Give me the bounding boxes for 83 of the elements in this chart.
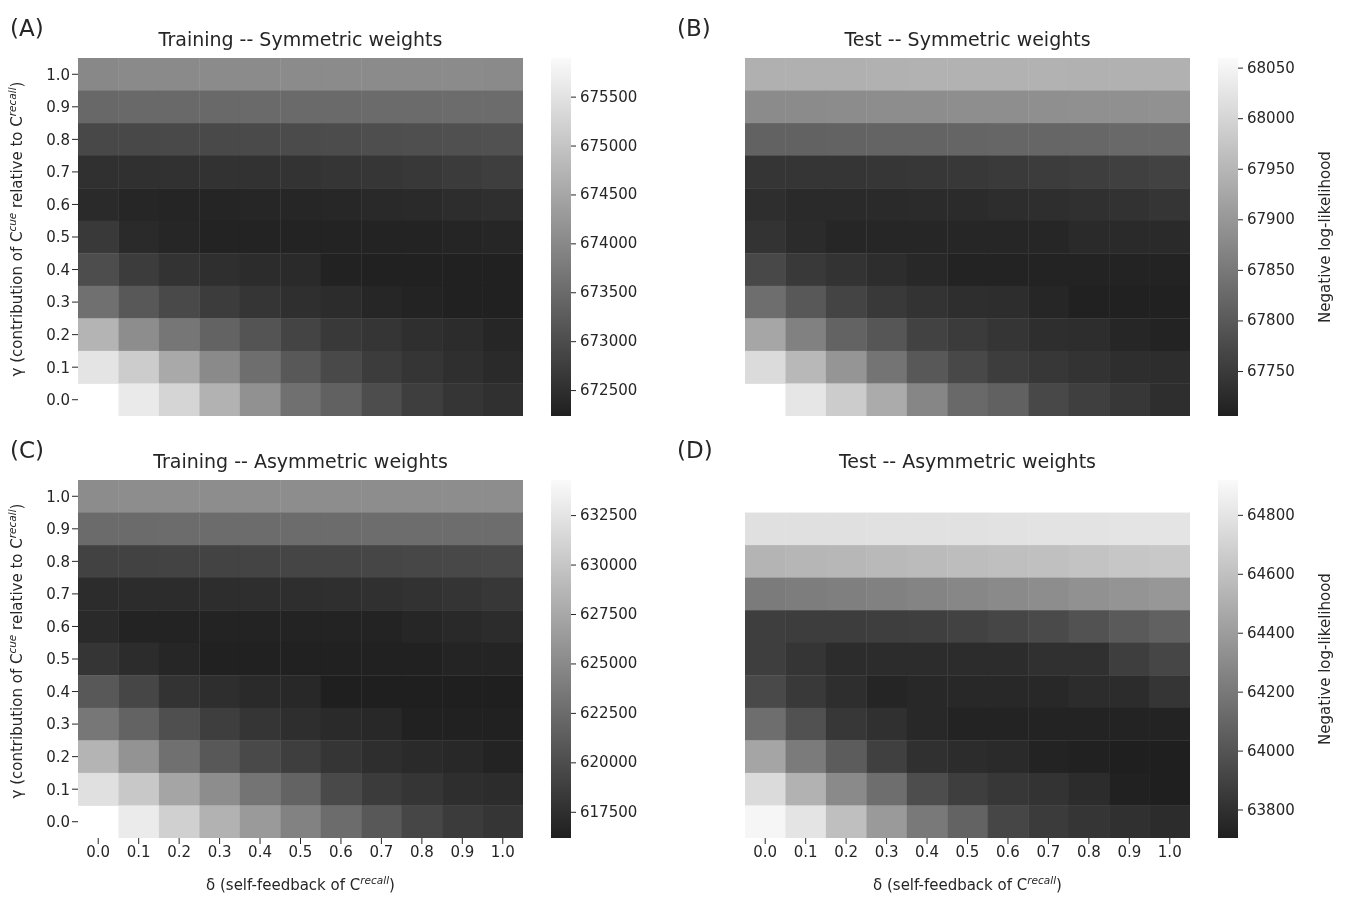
x-tick-label: 0.5 (288, 842, 313, 861)
color-bar-label: 64800 (1247, 505, 1295, 524)
y-tick-label: 0.3 (46, 293, 70, 312)
x-tick-label: 0.0 (753, 842, 778, 861)
color-bar-label: 67750 (1247, 362, 1295, 380)
chart-title: Training -- Asymmetric weights (152, 450, 448, 472)
x-tick-label: 0.4 (915, 842, 939, 861)
color-bar-label: 632500 (580, 506, 638, 525)
y-tick-label: 0.4 (46, 260, 70, 279)
y-tick-label: 0.0 (46, 391, 70, 410)
color-bar-label: 67950 (1247, 159, 1295, 178)
y-tick-label: 0.3 (46, 715, 70, 734)
y-tick-label: 0.8 (46, 552, 70, 571)
y-tick-label: 0.6 (46, 617, 70, 636)
y-tick-label: 0.4 (46, 682, 70, 701)
color-bar-label: 67850 (1247, 260, 1295, 279)
y-tick-label: 0.2 (46, 747, 70, 766)
x-tick-label: 0.8 (409, 842, 434, 861)
text: (B) (677, 15, 711, 41)
x-tick-label: 0.7 (369, 842, 394, 861)
chart-title: Test -- Asymmetric weights (837, 450, 1097, 472)
x-tick-label: 0.1 (793, 842, 818, 861)
y-tick-label: 0.2 (46, 325, 70, 344)
x-tick-label: 0.8 (1076, 842, 1101, 861)
x-tick-label: 0.6 (996, 842, 1020, 861)
color-bar-label: 672500 (580, 381, 638, 400)
chart-title: Training -- Symmetric weights (157, 28, 443, 50)
x-tick-label: 0.9 (450, 842, 475, 861)
color-bar-label: 64400 (1247, 623, 1295, 642)
x-tick-label: 0.0 (86, 842, 111, 861)
y-tick-label: 0.7 (46, 163, 70, 182)
color-bar-label: 674500 (580, 185, 638, 204)
text: (A) (10, 15, 44, 41)
text: (D) (677, 437, 713, 463)
y-tick-label: 0.1 (46, 780, 70, 799)
color-bar-label: 67900 (1247, 210, 1295, 229)
color-bar-title: Negative log-likelihood (1316, 573, 1334, 745)
color-bar-label: 68000 (1247, 109, 1295, 128)
color-bar-label: 620000 (580, 753, 638, 772)
x-axis-title: δ (self-feedback of C$^{recall}$) (206, 874, 395, 894)
color-bar-label: 674000 (580, 234, 638, 253)
color-bar-label: 67800 (1247, 311, 1295, 330)
x-tick-label: 1.0 (1157, 842, 1182, 861)
color-bar-title: Negative log-likelihood (1316, 151, 1334, 323)
color-bar-label: 68050 (1247, 58, 1295, 77)
x-tick-label: 0.4 (248, 842, 272, 861)
y-tick-label: 0.5 (46, 650, 70, 669)
color-bar-label: 673500 (580, 283, 638, 302)
y-tick-label: 0.5 (46, 228, 70, 247)
x-tick-label: 0.7 (1036, 842, 1061, 861)
color-bar-label: 675000 (580, 136, 638, 155)
y-tick-label: 1.0 (46, 487, 70, 506)
x-tick-label: 0.2 (834, 842, 859, 861)
color-bar-label: 64000 (1247, 741, 1295, 760)
color-bar-label: 627500 (580, 605, 638, 623)
color-bar-label: 673000 (580, 332, 638, 351)
x-tick-label: 0.9 (1117, 842, 1142, 861)
y-tick-label: 0.9 (46, 520, 70, 539)
y-tick-label: 0.9 (46, 98, 70, 117)
y-tick-label: 0.7 (46, 585, 70, 604)
color-bar-label: 625000 (580, 654, 638, 673)
color-bar-label: 622500 (580, 703, 638, 722)
y-tick-label: 0.8 (46, 130, 70, 149)
x-tick-label: 0.6 (329, 842, 353, 861)
chart-title: Test -- Symmetric weights (843, 28, 1091, 50)
text: (C) (10, 437, 45, 463)
x-tick-label: 0.1 (126, 842, 151, 861)
y-tick-label: 0.1 (46, 358, 70, 377)
x-tick-label: 1.0 (490, 842, 515, 861)
color-bar-label: 630000 (580, 555, 638, 574)
x-tick-label: 0.2 (167, 842, 192, 861)
x-tick-label: 0.3 (874, 842, 899, 861)
x-tick-label: 0.5 (955, 842, 980, 861)
y-tick-label: 1.0 (46, 65, 70, 84)
color-bar-label: 64200 (1247, 682, 1295, 701)
y-tick-label: 0.6 (46, 195, 70, 214)
color-bar-label: 63800 (1247, 800, 1295, 819)
color-bar-label: 64600 (1247, 564, 1295, 583)
x-tick-label: 0.3 (207, 842, 232, 861)
y-tick-label: 0.0 (46, 813, 70, 832)
color-bar-label: 617500 (580, 802, 638, 821)
color-bar-label: 675500 (580, 87, 638, 106)
x-axis-title: δ (self-feedback of C$^{recall}$) (873, 874, 1062, 894)
